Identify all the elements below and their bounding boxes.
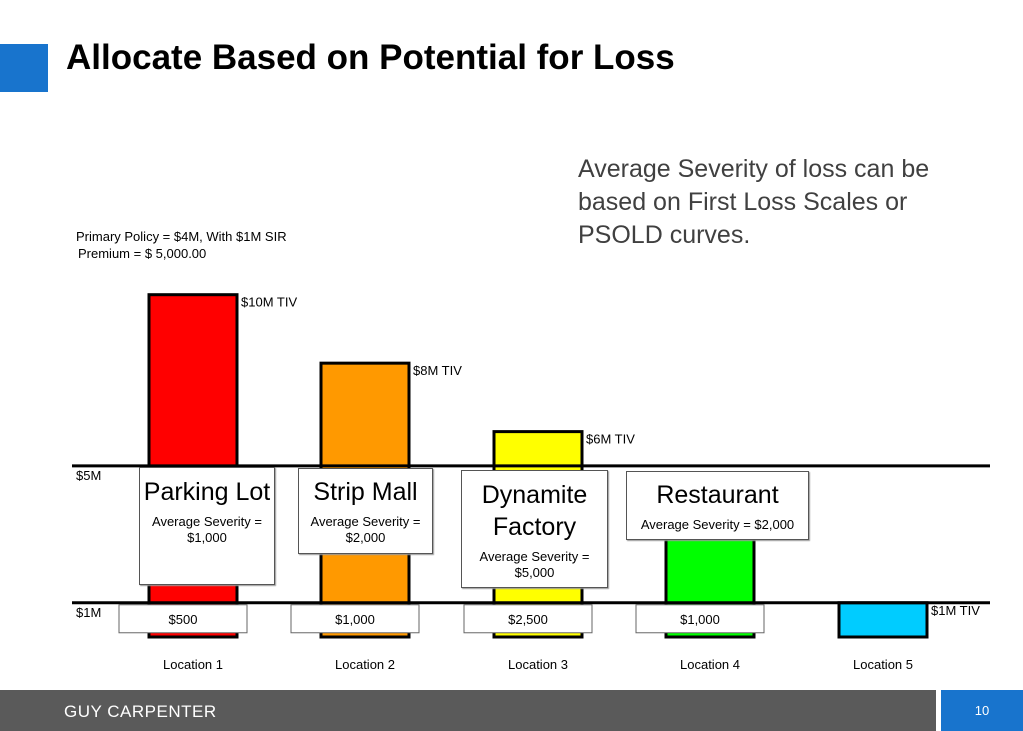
tiv-label-1: $10M TIV	[241, 295, 297, 310]
box-name: Strip Mall	[313, 478, 418, 506]
box-strip-mall: Strip Mall Average Severity = $2,000	[298, 468, 433, 554]
category-label-1: Location 1	[163, 657, 223, 672]
category-label-2: Location 2	[335, 657, 395, 672]
box-severity: Average Severity = $5,000	[479, 549, 590, 580]
box-dynamite-factory: Dynamite Factory Average Severity = $5,0…	[461, 470, 608, 588]
tiv-label-2: $8M TIV	[413, 363, 462, 378]
allocation-value-3: $2,500	[508, 612, 548, 627]
premium-line: Premium = $ 5,000.00	[78, 246, 207, 261]
allocation-box-1	[118, 604, 248, 634]
bar-5	[837, 601, 929, 639]
category-label-3: Location 3	[508, 657, 568, 672]
tiv-label-3: $6M TIV	[586, 432, 635, 447]
category-label-4: Location 4	[680, 657, 740, 672]
box-restaurant: Restaurant Average Severity = $2,000	[626, 471, 809, 540]
page-number: 10	[941, 690, 1023, 731]
reference-label-1: $5M	[76, 468, 101, 483]
severity-note: Average Severity of loss can be based on…	[578, 155, 930, 249]
box-name: Parking Lot	[143, 478, 271, 506]
allocation-box-4	[635, 604, 765, 634]
tiv-label-5: $1M TIV	[931, 603, 980, 618]
footer-bar: GUY CARPENTER	[0, 690, 936, 731]
reference-label-2: $1M	[76, 605, 101, 620]
box-parking-lot: Parking Lot Average Severity = $1,000	[139, 467, 275, 585]
category-label-5: Location 5	[853, 657, 913, 672]
title-accent-block	[0, 44, 48, 92]
slide-title: Allocate Based on Potential for Loss	[66, 38, 675, 77]
policy-line: Primary Policy = $4M, With $1M SIR	[76, 229, 287, 244]
allocation-value-2: $1,000	[335, 612, 375, 627]
allocation-box-2	[290, 604, 420, 634]
box-severity: Average Severity = $2,000	[640, 517, 795, 532]
box-name: Dynamite Factory	[481, 481, 588, 541]
box-severity: Average Severity = $1,000	[152, 514, 262, 545]
allocation-value-4: $1,000	[680, 612, 720, 627]
footer-brand: GUY CARPENTER	[64, 702, 217, 721]
allocation-box-3	[463, 604, 593, 634]
box-name: Restaurant	[656, 481, 779, 509]
allocation-value-1: $500	[169, 612, 198, 627]
box-severity: Average Severity = $2,000	[310, 514, 421, 545]
